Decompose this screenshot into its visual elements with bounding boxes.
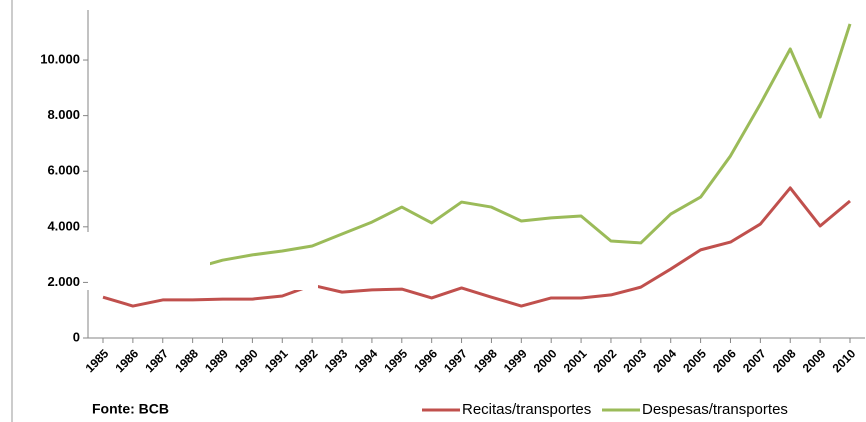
x-tick-label: 1995 — [381, 346, 410, 375]
x-tick-label: 2007 — [740, 346, 769, 375]
x-tick-label: 2000 — [531, 346, 560, 375]
x-tick-label: 1997 — [441, 346, 470, 375]
legend-label: Despesas/transportes — [642, 401, 788, 418]
x-tick-label: 1993 — [322, 346, 351, 375]
x-tick-label: 2006 — [710, 346, 739, 375]
occluding-box — [60, 232, 318, 290]
x-tick-label: 1985 — [83, 346, 112, 375]
x-tick-label: 1986 — [112, 346, 141, 375]
y-tick-label: 10.000 — [40, 51, 80, 66]
series-line — [102, 23, 852, 284]
x-tick-label: 2010 — [830, 346, 859, 375]
series-line — [102, 186, 851, 308]
y-tick-label: 6.000 — [47, 163, 80, 178]
x-tick-label: 2008 — [770, 346, 799, 375]
x-tick-label: 1992 — [292, 346, 321, 375]
x-tick-label: 1999 — [501, 346, 530, 375]
x-tick-label: 2003 — [620, 346, 649, 375]
x-tick-label: 1990 — [232, 346, 261, 375]
y-tick-label: 8.000 — [47, 107, 80, 122]
legend-label: Recitas/transportes — [462, 401, 591, 418]
x-tick-label: 2001 — [561, 346, 590, 375]
x-tick-label: 2002 — [591, 346, 620, 375]
y-tick-label: 0 — [73, 329, 80, 344]
plot-area — [102, 23, 852, 308]
source-note: Fonte: BCB — [92, 401, 169, 417]
x-tick-label: 1989 — [202, 346, 231, 375]
x-tick-label: 1998 — [471, 346, 500, 375]
x-tick-label: 2005 — [680, 346, 709, 375]
x-tick-label: 1988 — [172, 346, 201, 375]
x-tick-label: 2009 — [800, 346, 829, 375]
x-tick-label: 1994 — [352, 346, 381, 375]
x-tick-label: 1987 — [142, 346, 171, 375]
x-tick-label: 2004 — [650, 346, 679, 375]
x-tick-label: 1991 — [262, 346, 291, 375]
x-tick-label: 1996 — [411, 346, 440, 375]
y-tick-label: 4.000 — [47, 218, 80, 233]
y-tick-label: 2.000 — [47, 274, 80, 289]
